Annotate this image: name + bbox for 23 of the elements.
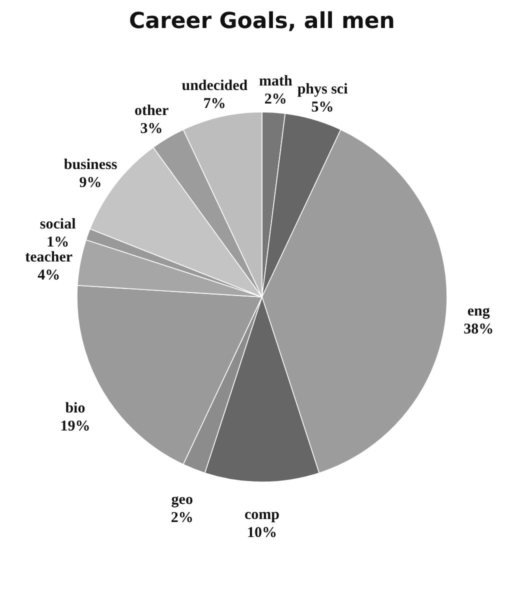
slice-label: bio [65,400,86,416]
slice-label: undecided [182,78,248,94]
data-label: 2% [264,91,287,108]
slice-label: geo [171,492,193,508]
slice-label: math [258,73,293,90]
slice-label: teacher [25,249,73,266]
data-label: 1% [46,234,70,250]
slice-label: business [64,157,118,173]
slice-label: social [40,216,76,232]
slice-label: other [134,103,169,120]
data-label: 5% [311,100,334,116]
data-label: 3% [140,121,163,138]
data-label: 4% [38,267,60,284]
chart-title: Career Goals, all men [129,9,395,34]
data-label: 7% [203,96,226,112]
data-label: 38% [464,322,494,338]
slice-label: comp [244,507,280,523]
slice-label: phys sci [297,82,348,98]
slice-label: eng [467,304,490,320]
data-label: 19% [60,418,90,434]
data-label: 9% [79,175,102,191]
data-label: 10% [247,525,277,541]
data-label: 2% [170,510,194,526]
